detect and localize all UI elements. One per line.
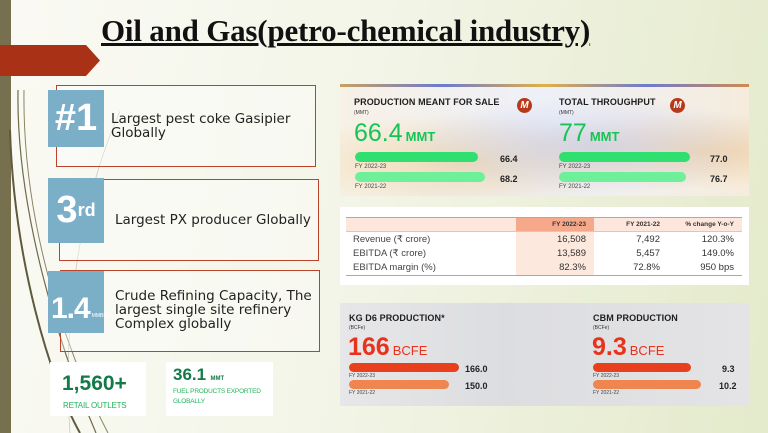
- bar-fy2022-23: [593, 363, 691, 372]
- retail-outlets-label: RETAIL OUTLETS: [63, 401, 127, 410]
- big-unit: MMT: [589, 129, 620, 144]
- cbm-big-value: 9.3 BCFE: [592, 335, 664, 363]
- badge-sup: rd: [77, 200, 96, 220]
- badge-text: 1.4: [51, 292, 91, 325]
- badge-text: 3: [56, 189, 78, 231]
- production-sale-unit: (MMT): [354, 110, 369, 116]
- cell: 149.0%: [701, 247, 734, 259]
- fuel-exported-value-row: 36.1 MMT: [173, 365, 224, 385]
- fuel-exported-label-1: FUEL PRODUCTS EXPORTED: [173, 388, 261, 395]
- cell: 5,457: [636, 247, 660, 259]
- big-number: 66.4: [354, 119, 403, 147]
- retail-outlets-stat: 1,560+ RETAIL OUTLETS: [50, 362, 146, 416]
- header-cell: FY 2021-22: [594, 217, 668, 232]
- cell: 7,492: [636, 233, 660, 245]
- bar-fy2021-22: [355, 172, 485, 182]
- kgd6-title: KG D6 PRODUCTION*: [349, 313, 445, 323]
- big-number: 9.3: [592, 333, 627, 361]
- bar-value: 76.7: [710, 174, 728, 184]
- bar-value: 9.3: [722, 364, 735, 374]
- bar-fy2022-23: [349, 363, 459, 372]
- m-logo-icon: M: [517, 98, 532, 113]
- feature-text-2: Largest PX producer Globally: [115, 212, 311, 228]
- header-cell: FY 2022-23: [516, 217, 594, 232]
- badge-text: #1: [54, 97, 98, 139]
- m-logo-icon: M: [670, 98, 685, 113]
- bar-value: 68.2: [500, 174, 518, 184]
- cell: 950 bps: [668, 260, 742, 276]
- kgd6-big-value: 166 BCFE: [348, 335, 427, 363]
- rank-1-badge: #1: [48, 90, 104, 147]
- bar-fy2022-23: [559, 152, 690, 162]
- cell: 72.8%: [594, 260, 668, 276]
- bar-label: FY 2021-22: [593, 390, 620, 396]
- financials-table: FY 2022-23 FY 2021-22 % change Y-o-Y Rev…: [346, 217, 742, 276]
- fuel-exported-label-2: GLOBALLY: [173, 398, 205, 405]
- title-arrow-shape: [0, 45, 100, 76]
- page-title: Oil and Gas(petro-chemical industry): [101, 13, 591, 48]
- row-label: Revenue (₹ crore): [353, 233, 431, 245]
- big-number: 77: [559, 119, 587, 147]
- bar-fy2022-23: [355, 152, 478, 162]
- capacity-badge: 1.4 MMBPD: [48, 271, 110, 333]
- fuel-exported-stat: 36.1 MMT FUEL PRODUCTS EXPORTED GLOBALLY: [166, 362, 273, 416]
- production-sale-big-value: 66.4 MMT: [354, 121, 435, 149]
- bar-label: FY 2021-22: [355, 184, 387, 190]
- row-label: EBITDA margin (%): [346, 260, 516, 276]
- bar-fy2021-22: [349, 380, 449, 389]
- bar-value: 77.0: [710, 154, 728, 164]
- bar-value: 66.4: [500, 154, 518, 164]
- cell: 16,508: [516, 231, 594, 246]
- big-number: 166: [348, 333, 390, 361]
- table-row: Revenue (₹ crore) 16,508 7,492 120.3%: [346, 231, 742, 246]
- bar-label: FY 2022-23: [349, 373, 376, 379]
- bar-fy2021-22: [559, 172, 686, 182]
- feature-text-1: Largest pest coke Gasipier Globally: [111, 111, 291, 141]
- bar-label: FY 2021-22: [559, 184, 591, 190]
- bar-label: FY 2022-23: [355, 164, 387, 170]
- production-panel: PRODUCTION MEANT FOR SALE M (MMT) 66.4 MM…: [340, 84, 749, 196]
- table-row: EBITDA margin (%) 82.3% 72.8% 950 bps: [346, 260, 742, 276]
- badge-sub: MMBPD: [91, 313, 111, 319]
- big-unit: MMT: [405, 129, 436, 144]
- bar-fy2021-22: [593, 380, 701, 389]
- bar-value: 150.0: [465, 381, 488, 391]
- cell: 13,589: [516, 246, 594, 261]
- bar-label: FY 2021-22: [349, 390, 376, 396]
- throughput-big-value: 77 MMT: [559, 121, 619, 149]
- throughput-unit: (MMT): [559, 110, 574, 116]
- feature-text-3: Crude Refining Capacity, The largest sin…: [115, 288, 312, 332]
- header-cell: % change Y-o-Y: [668, 217, 742, 232]
- cell: 82.3%: [516, 260, 594, 276]
- bar-value: 10.2: [719, 381, 737, 391]
- cell: 120.3%: [701, 233, 734, 245]
- bar-label: FY 2022-23: [559, 164, 591, 170]
- financials-table-panel: FY 2022-23 FY 2021-22 % change Y-o-Y Rev…: [340, 207, 749, 285]
- production-sale-title: PRODUCTION MEANT FOR SALE: [354, 97, 500, 107]
- big-unit: BCFE: [629, 343, 665, 358]
- fuel-exported-value: 36.1: [173, 365, 207, 384]
- fuel-exported-unit: MMT: [210, 376, 225, 382]
- gas-production-panel: KG D6 PRODUCTION* (BCFe) 166 BCFE 166.0 F…: [340, 303, 749, 406]
- row-label: EBITDA (₹ crore): [353, 247, 427, 259]
- cbm-unit: (BCFe): [593, 325, 610, 331]
- table-row: EBITDA (₹ crore) 13,589 5,457 149.0%: [346, 246, 742, 261]
- bar-label: FY 2022-23: [593, 373, 620, 379]
- table-header-row: FY 2022-23 FY 2021-22 % change Y-o-Y: [346, 217, 742, 232]
- big-unit: BCFE: [392, 343, 428, 358]
- cbm-title: CBM PRODUCTION: [593, 313, 678, 323]
- throughput-title: TOTAL THROUGHPUT: [559, 97, 656, 107]
- bar-value: 166.0: [465, 364, 488, 374]
- header-cell: [346, 217, 516, 232]
- left-accent-bar: [0, 0, 11, 433]
- kgd6-unit: (BCFe): [349, 325, 366, 331]
- retail-outlets-value: 1,560+: [62, 372, 127, 395]
